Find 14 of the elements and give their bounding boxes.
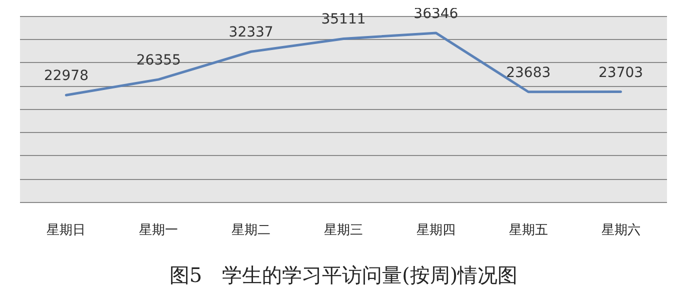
data-label: 23683 [506, 64, 551, 81]
x-tick-label: 星期三 [324, 223, 363, 238]
x-tick-label: 星期六 [601, 223, 640, 238]
data-label: 22978 [44, 68, 88, 84]
x-tick-label: 星期二 [232, 223, 271, 238]
data-label: 32337 [228, 24, 274, 41]
data-label: 35111 [321, 12, 366, 28]
x-tick-label: 星期一 [139, 223, 178, 238]
x-tick-label: 星期四 [416, 223, 456, 238]
data-label: 23703 [598, 64, 644, 81]
x-tick-label: 星期五 [508, 223, 548, 238]
x-tick-label: 星期日 [46, 223, 86, 238]
data-label: 26355 [136, 52, 181, 68]
text: 图5 学生的学习平访问量(按周)情况图 [169, 263, 518, 287]
